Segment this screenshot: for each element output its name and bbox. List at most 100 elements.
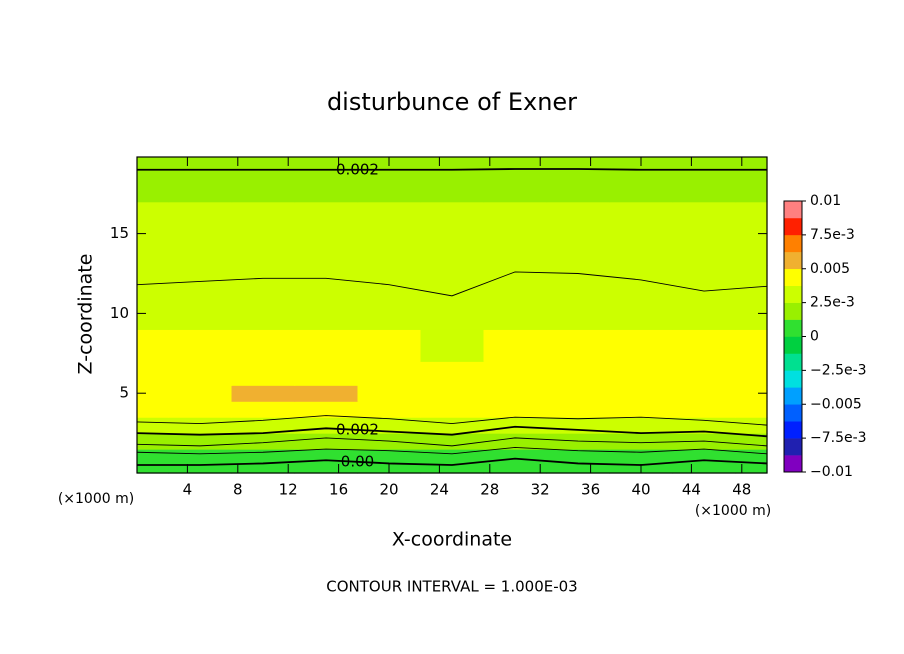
field-cell — [483, 449, 548, 466]
field-cell — [231, 297, 296, 330]
field-cell — [735, 465, 768, 474]
contour-line — [136, 271, 768, 297]
field-cell — [546, 233, 611, 267]
field-cell — [294, 233, 359, 267]
field-cell — [137, 385, 170, 402]
field-cell — [231, 361, 296, 386]
field-cell — [137, 401, 170, 418]
field-cell — [231, 385, 296, 402]
contour-line — [136, 447, 768, 455]
colorbar-band — [784, 370, 802, 388]
field-cell — [420, 433, 485, 450]
field-cell — [672, 233, 737, 267]
field-cell — [672, 329, 737, 362]
colorbar-band — [784, 251, 802, 270]
field-cell — [609, 433, 674, 450]
colorbar-band — [784, 234, 802, 253]
colorbar-label: −2.5e-3 — [810, 362, 867, 378]
field-cell — [483, 433, 548, 450]
colorbar-band — [784, 438, 802, 456]
field-cell — [420, 157, 485, 172]
field-cell — [420, 417, 485, 434]
field-cell — [294, 297, 359, 330]
colorbar-label: 2.5e-3 — [810, 295, 855, 311]
colorbar-label: 0 — [810, 329, 819, 345]
field-cell — [483, 329, 548, 362]
field-cell — [357, 297, 422, 330]
field-cell — [735, 171, 768, 203]
x-axis-label: X-coordinate — [392, 529, 512, 551]
field-cell — [420, 401, 485, 418]
chart-title: disturbunce of Exner — [327, 88, 577, 116]
field-cell — [357, 201, 422, 235]
field-cell — [672, 265, 737, 299]
field-cell — [168, 157, 233, 172]
field-cell — [357, 417, 422, 434]
field-cell — [546, 265, 611, 299]
field-cell — [609, 361, 674, 386]
field-cell — [672, 401, 737, 418]
field-cell — [294, 157, 359, 172]
field-cell — [546, 361, 611, 386]
field-cell — [609, 297, 674, 330]
field-cell — [483, 361, 548, 386]
field-cell — [672, 201, 737, 235]
field-cell — [609, 265, 674, 299]
field-cell — [231, 433, 296, 450]
field-cell — [231, 233, 296, 267]
x-axis-unit: (×1000 m) — [695, 503, 771, 519]
field-cell — [609, 449, 674, 466]
field-cell — [168, 171, 233, 203]
field-cell — [294, 361, 359, 386]
colorbar-band — [784, 302, 802, 320]
field-cell — [294, 465, 359, 474]
field-cell — [483, 297, 548, 330]
colorbar-band — [784, 336, 802, 354]
colorbar-label: −0.01 — [810, 464, 853, 480]
field-cell — [420, 385, 485, 402]
field-cell — [137, 361, 170, 386]
x-tick-label: 20 — [379, 481, 398, 499]
colorbar-band — [784, 421, 802, 439]
field-cell — [137, 233, 170, 267]
field-cell — [735, 157, 768, 172]
field-cell — [609, 417, 674, 434]
field-cell — [168, 449, 233, 466]
field-cell — [483, 201, 548, 235]
x-tick-label: 36 — [581, 481, 600, 499]
field-cell — [420, 297, 485, 330]
field-cell — [294, 201, 359, 235]
field-cell — [735, 417, 768, 434]
field-cell — [420, 171, 485, 203]
field-cell — [735, 401, 768, 418]
field-cell — [546, 385, 611, 402]
field-cell — [672, 465, 737, 474]
field-cell — [609, 385, 674, 402]
field-cell — [231, 265, 296, 299]
field-cell — [357, 265, 422, 299]
x-tick-label: 48 — [732, 481, 751, 499]
field-cell — [609, 329, 674, 362]
field-cell — [231, 329, 296, 362]
field-cell — [357, 449, 422, 466]
field-cell — [231, 401, 296, 418]
field-cell — [420, 201, 485, 235]
y-axis-label: Z-coordinate — [75, 254, 97, 375]
field-cell — [231, 449, 296, 466]
field-cell — [294, 401, 359, 418]
field-cell — [483, 401, 548, 418]
field-cell — [609, 171, 674, 203]
field-cell — [137, 157, 170, 172]
field-cell — [357, 385, 422, 402]
colorbar-band — [784, 285, 802, 303]
field-cell — [137, 433, 170, 450]
field-cell — [168, 201, 233, 235]
field-cell — [483, 171, 548, 203]
field-cell — [168, 233, 233, 267]
x-tick-label: 32 — [531, 481, 550, 499]
field-cell — [609, 233, 674, 267]
field-cell — [672, 449, 737, 466]
field-cell — [420, 265, 485, 299]
colorbar-band — [784, 353, 802, 371]
field-cell — [735, 385, 768, 402]
